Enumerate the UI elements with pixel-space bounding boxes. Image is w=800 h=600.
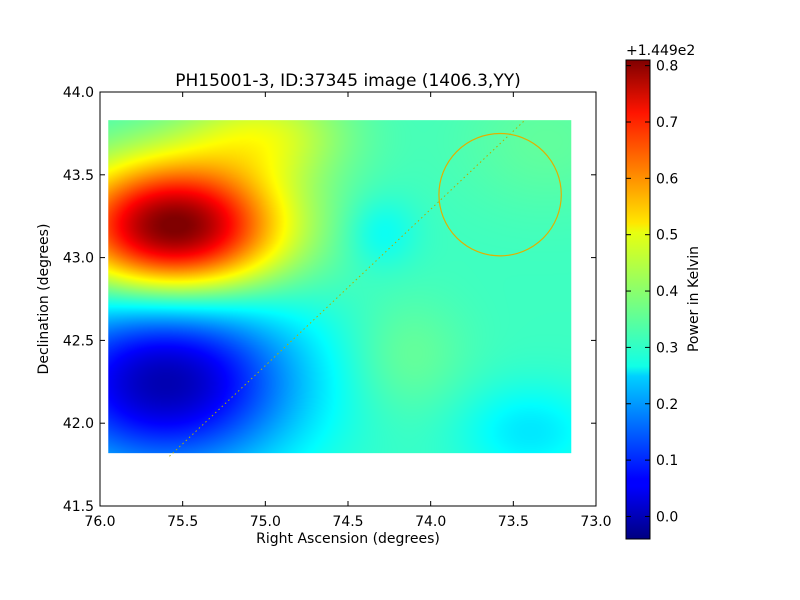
y-axis-label: Declination (degrees) <box>36 224 52 375</box>
chart-title: PH15001-3, ID:37345 image (1406.3,YY) <box>175 71 520 91</box>
colorbar-tick-label: 0.5 <box>656 228 678 244</box>
y-tick-label: 42.0 <box>63 416 94 432</box>
y-tick-label: 41.5 <box>63 499 94 515</box>
x-tick-label: 73.5 <box>498 514 529 530</box>
colorbar-tick-label: 0.4 <box>656 284 678 300</box>
colorbar-gradient <box>626 60 650 539</box>
x-tick-label: 73.0 <box>580 514 611 530</box>
colorbar-tick-label: 0.2 <box>656 397 678 413</box>
colorbar-tick-label: 0.3 <box>656 340 678 356</box>
x-tick-label: 74.5 <box>332 514 363 530</box>
colorbar-tick-label: 0.1 <box>656 453 678 469</box>
colorbar-tick-label: 0.7 <box>656 115 678 131</box>
colorbar-offset-label: +1.449e2 <box>626 43 695 59</box>
y-tick-label: 43.0 <box>63 251 94 267</box>
y-tick-label: 44.0 <box>63 85 94 101</box>
colorbar: 0.0 0.1 0.2 0.3 0.4 0.5 0.6 0.7 0.8 +1.449e2 Pow… <box>625 43 702 540</box>
heatmap-image <box>108 120 572 454</box>
plot-area: 76.0 75.5 75.0 74.5 74.0 73.5 73.0 41.5 42.0 42.… <box>63 85 612 530</box>
x-axis-label: Right Ascension (degrees) <box>256 531 440 547</box>
colorbar-tick-label: 0.8 <box>656 59 678 75</box>
y-axis-ticks: 41.5 42.0 42.5 43.0 43.5 44.0 <box>63 85 596 515</box>
x-tick-label: 75.0 <box>250 514 281 530</box>
x-tick-label: 75.5 <box>167 514 198 530</box>
colorbar-frame <box>625 59 651 540</box>
y-tick-label: 43.5 <box>63 168 94 184</box>
colorbar-ticks: 0.0 0.1 0.2 0.3 0.4 0.5 0.6 0.7 0.8 <box>626 59 678 525</box>
colorbar-label: Power in Kelvin <box>686 246 702 352</box>
x-axis-ticks: 76.0 75.5 75.0 74.5 74.0 73.5 73.0 <box>84 92 612 530</box>
x-tick-label: 76.0 <box>84 514 115 530</box>
beam-circle <box>438 132 562 257</box>
colorbar-tick-label: 0.6 <box>656 171 678 187</box>
colorbar-tick-label: 0.0 <box>656 509 678 525</box>
track-line <box>169 119 526 457</box>
y-tick-label: 42.5 <box>63 333 94 349</box>
x-tick-label: 74.0 <box>415 514 446 530</box>
